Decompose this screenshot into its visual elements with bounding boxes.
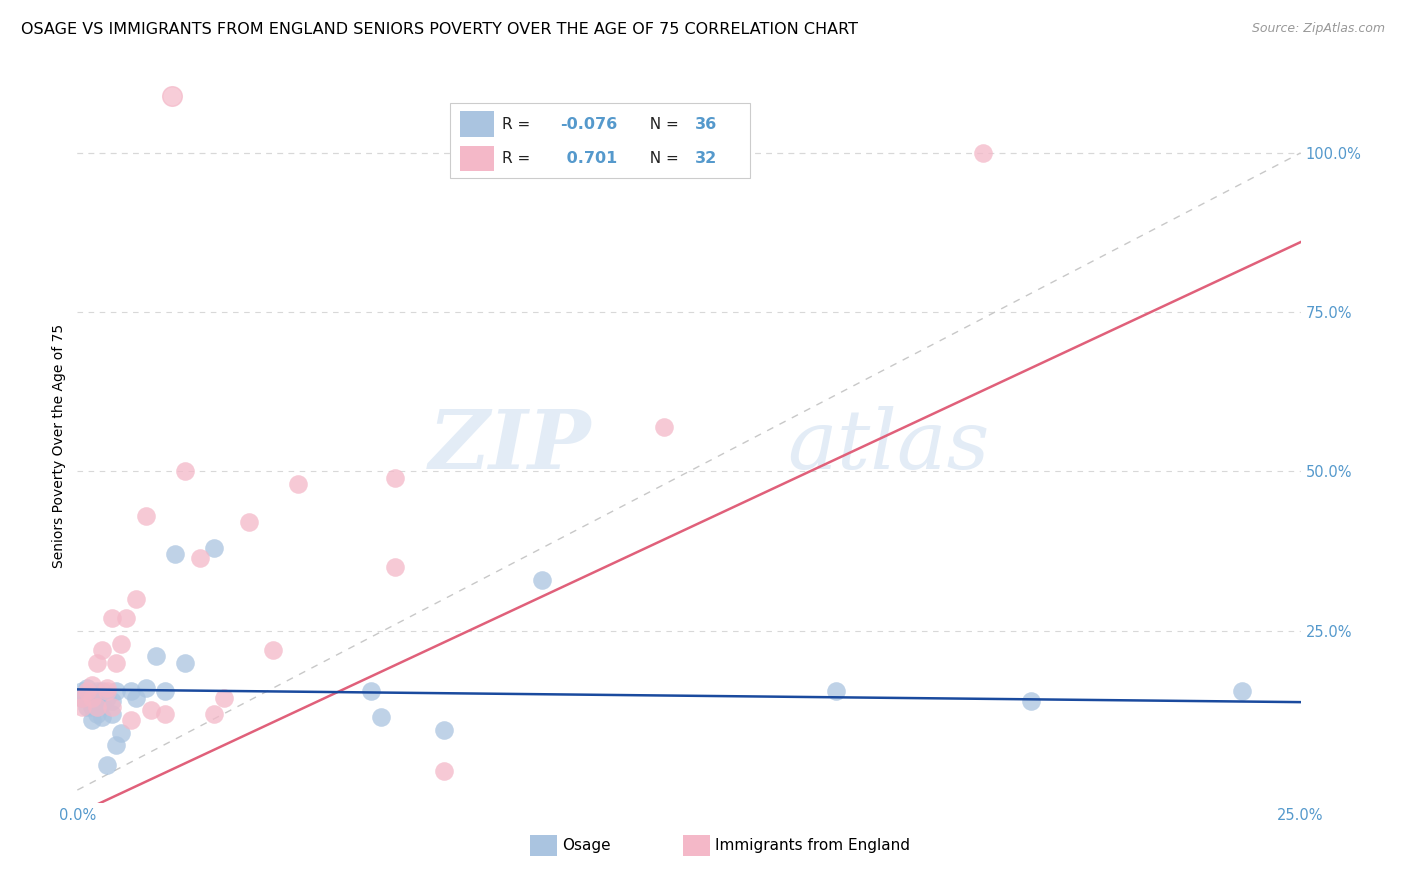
Point xyxy=(76,681,98,695)
Point xyxy=(110,636,132,650)
Text: atlas: atlas xyxy=(787,406,990,486)
Bar xyxy=(460,112,495,137)
Point xyxy=(824,684,846,698)
Point xyxy=(70,700,93,714)
Point xyxy=(70,690,93,705)
Point xyxy=(1230,684,1253,698)
Point xyxy=(125,591,148,606)
Point xyxy=(433,764,456,778)
Point xyxy=(433,723,456,737)
Point xyxy=(135,681,157,695)
Text: ZIP: ZIP xyxy=(429,406,591,486)
Point xyxy=(446,153,468,167)
Point xyxy=(360,684,382,698)
Point xyxy=(238,516,260,530)
Point xyxy=(1021,694,1043,708)
Point xyxy=(188,550,211,565)
Point xyxy=(70,684,93,698)
Text: -0.076: -0.076 xyxy=(561,117,617,132)
Point xyxy=(90,643,112,657)
Bar xyxy=(683,835,710,856)
Point xyxy=(105,739,128,753)
Point xyxy=(96,684,118,698)
Text: Immigrants from England: Immigrants from England xyxy=(714,838,910,853)
Point xyxy=(76,690,98,705)
Point xyxy=(80,688,103,702)
Point xyxy=(125,690,148,705)
Point xyxy=(287,477,309,491)
Text: N =: N = xyxy=(640,117,683,132)
Point xyxy=(120,684,142,698)
Point xyxy=(90,697,112,711)
Point xyxy=(174,656,197,670)
Point xyxy=(370,710,392,724)
Bar xyxy=(460,145,495,171)
Point xyxy=(654,420,676,434)
Point xyxy=(120,713,142,727)
Point xyxy=(110,725,132,739)
Point xyxy=(262,643,284,657)
Y-axis label: Seniors Poverty Over the Age of 75: Seniors Poverty Over the Age of 75 xyxy=(52,324,66,568)
Point xyxy=(212,690,235,705)
Point xyxy=(972,145,994,160)
Point xyxy=(145,649,167,664)
Text: R =: R = xyxy=(502,151,534,166)
Point xyxy=(165,547,187,561)
Point xyxy=(135,509,157,524)
FancyBboxPatch shape xyxy=(450,103,751,178)
Point xyxy=(105,684,128,698)
Point xyxy=(531,573,554,587)
Point xyxy=(76,700,98,714)
Point xyxy=(80,700,103,714)
Point xyxy=(76,684,98,698)
Point xyxy=(174,465,197,479)
Point xyxy=(86,706,108,721)
Point xyxy=(86,700,108,714)
Point xyxy=(384,560,406,574)
Point xyxy=(96,681,118,695)
Point xyxy=(96,690,118,705)
Point xyxy=(86,694,108,708)
Text: Osage: Osage xyxy=(562,838,610,853)
Point xyxy=(155,706,177,721)
Point xyxy=(100,706,122,721)
Point xyxy=(115,611,138,625)
Text: 0.701: 0.701 xyxy=(561,151,617,166)
Point xyxy=(80,678,103,692)
Text: Source: ZipAtlas.com: Source: ZipAtlas.com xyxy=(1251,22,1385,36)
Point xyxy=(139,703,162,717)
Point xyxy=(90,710,112,724)
Point xyxy=(384,471,406,485)
Point xyxy=(155,684,177,698)
Bar xyxy=(530,835,557,856)
Point xyxy=(100,700,122,714)
Point xyxy=(100,611,122,625)
Text: 36: 36 xyxy=(695,117,717,132)
Point xyxy=(202,541,225,555)
Text: N =: N = xyxy=(640,151,683,166)
Text: R =: R = xyxy=(502,117,534,132)
Point xyxy=(80,690,103,705)
Point xyxy=(105,656,128,670)
Point xyxy=(96,757,118,772)
Text: 32: 32 xyxy=(695,151,717,166)
Text: OSAGE VS IMMIGRANTS FROM ENGLAND SENIORS POVERTY OVER THE AGE OF 75 CORRELATION : OSAGE VS IMMIGRANTS FROM ENGLAND SENIORS… xyxy=(21,22,858,37)
Point xyxy=(70,690,93,705)
Point xyxy=(86,684,108,698)
Point xyxy=(86,656,108,670)
Point xyxy=(202,706,225,721)
Point xyxy=(80,713,103,727)
Point xyxy=(100,694,122,708)
Point xyxy=(90,684,112,698)
